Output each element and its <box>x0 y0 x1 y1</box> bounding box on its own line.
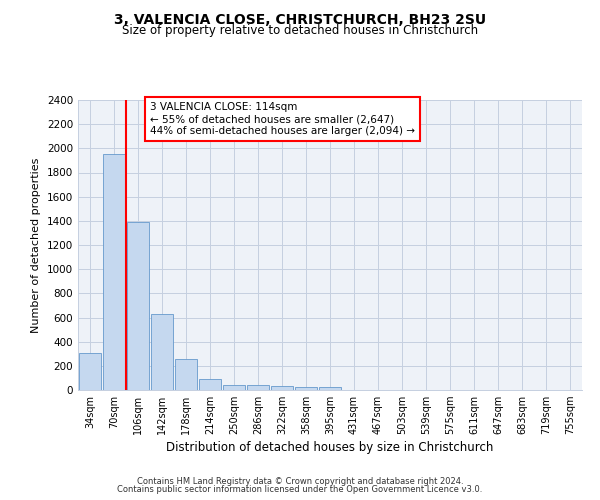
Bar <box>175 359 197 390</box>
Bar <box>271 386 293 390</box>
X-axis label: Distribution of detached houses by size in Christchurch: Distribution of detached houses by size … <box>166 442 494 454</box>
Text: Size of property relative to detached houses in Christchurch: Size of property relative to detached ho… <box>122 24 478 37</box>
Text: Contains public sector information licensed under the Open Government Licence v3: Contains public sector information licen… <box>118 485 482 494</box>
Text: 3 VALENCIA CLOSE: 114sqm
← 55% of detached houses are smaller (2,647)
44% of sem: 3 VALENCIA CLOSE: 114sqm ← 55% of detach… <box>150 102 415 136</box>
Y-axis label: Number of detached properties: Number of detached properties <box>31 158 41 332</box>
Bar <box>103 154 125 390</box>
Bar <box>319 387 341 390</box>
Text: 3, VALENCIA CLOSE, CHRISTCHURCH, BH23 2SU: 3, VALENCIA CLOSE, CHRISTCHURCH, BH23 2S… <box>114 12 486 26</box>
Bar <box>79 352 101 390</box>
Bar <box>151 314 173 390</box>
Bar <box>223 384 245 390</box>
Bar <box>295 387 317 390</box>
Bar <box>247 384 269 390</box>
Text: Contains HM Land Registry data © Crown copyright and database right 2024.: Contains HM Land Registry data © Crown c… <box>137 477 463 486</box>
Bar <box>199 379 221 390</box>
Bar <box>127 222 149 390</box>
